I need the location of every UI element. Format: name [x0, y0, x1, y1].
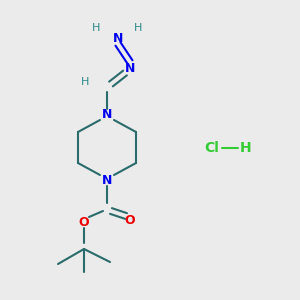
Text: N: N: [102, 173, 112, 187]
Text: N: N: [113, 32, 123, 44]
Text: N: N: [125, 61, 135, 74]
Text: H: H: [92, 23, 100, 33]
Text: N: N: [102, 109, 112, 122]
Text: O: O: [125, 214, 135, 226]
Text: H: H: [134, 23, 142, 33]
Text: H: H: [81, 77, 89, 87]
Text: Cl: Cl: [205, 141, 219, 155]
Text: O: O: [79, 215, 89, 229]
Text: H: H: [240, 141, 252, 155]
